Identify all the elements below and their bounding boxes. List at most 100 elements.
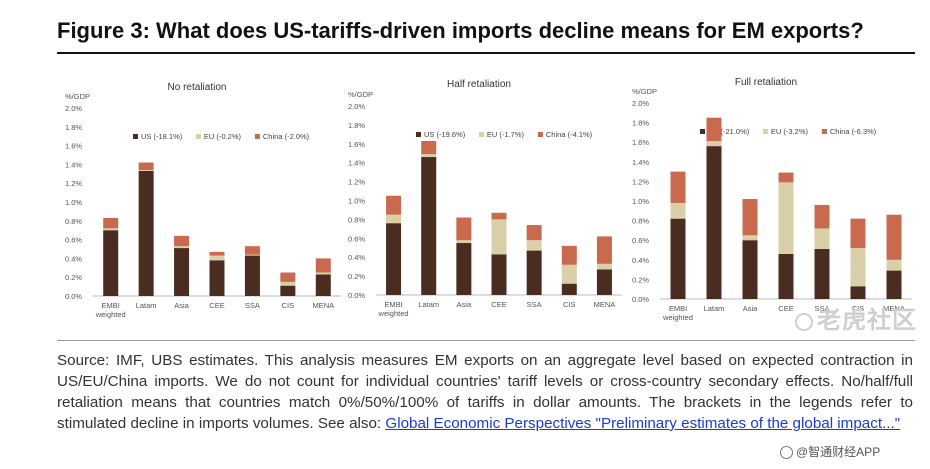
- legend-entry: US (-19.6%): [424, 130, 466, 139]
- bar-segment: [138, 162, 154, 171]
- y-tick-label: 0.2%: [65, 273, 82, 282]
- y-tick-label: 0.6%: [632, 236, 649, 245]
- x-tick-label: weighted: [378, 309, 409, 318]
- y-tick-label: 1.4%: [632, 158, 649, 167]
- bar-segment: [280, 281, 296, 286]
- y-tick-label: 1.0%: [632, 197, 649, 206]
- legend-swatch: [762, 129, 768, 134]
- bar-segment: [174, 246, 190, 249]
- bar-segment: [244, 246, 260, 255]
- y-tick-label: 1.6%: [65, 142, 82, 151]
- y-tick-label: 1.6%: [348, 140, 365, 149]
- x-tick-label: Asia: [743, 304, 758, 313]
- y-tick-label: 1.4%: [348, 159, 365, 168]
- y-tick-label: 2.0%: [632, 99, 649, 108]
- source-text: Source: IMF, UBS estimates. This analysi…: [57, 352, 913, 432]
- bar-segment: [421, 154, 437, 158]
- bar-segment: [561, 245, 577, 265]
- x-tick-label: CIS: [282, 301, 295, 310]
- bar-segment: [596, 269, 612, 295]
- bar-segment: [886, 270, 902, 299]
- legend-entry: EU (-3.2%): [771, 127, 809, 136]
- legend-swatch: [478, 132, 484, 137]
- y-tick-label: 2.0%: [65, 104, 82, 113]
- bar-segment: [103, 217, 119, 229]
- y-tick-label: 1.0%: [348, 197, 365, 206]
- y-tick-label: 1.2%: [348, 178, 365, 187]
- x-tick-label: CEE: [491, 300, 506, 309]
- bar-segment: [850, 248, 866, 287]
- bar-segment: [244, 255, 260, 296]
- bar-segment: [491, 212, 507, 220]
- bar-segment: [209, 260, 225, 296]
- bar-segment: [742, 235, 758, 241]
- x-tick-label: EMBI: [384, 300, 402, 309]
- y-tick-label: 0.4%: [632, 256, 649, 265]
- bar-segment: [103, 230, 119, 296]
- y-tick-label: 0.8%: [348, 215, 365, 224]
- x-tick-label: Latam: [136, 301, 157, 310]
- bar-segment: [280, 272, 296, 282]
- bar-segment: [491, 219, 507, 255]
- bar-segment: [778, 253, 794, 299]
- bar-segment: [886, 259, 902, 271]
- legend-entry: China (-6.3%): [830, 127, 877, 136]
- bar-segment: [850, 286, 866, 299]
- y-axis-label: %/GDP: [632, 87, 657, 96]
- bar-segment: [706, 141, 722, 147]
- bar-segment: [778, 172, 794, 183]
- y-tick-label: 0.0%: [348, 291, 365, 300]
- x-tick-label: MENA: [312, 301, 334, 310]
- x-tick-label: SSA: [245, 301, 260, 310]
- y-tick-label: 0.0%: [65, 292, 82, 301]
- panel-title: No retaliation: [168, 82, 227, 93]
- legend-entry: China (-4.1%): [546, 130, 593, 139]
- bar-segment: [814, 249, 830, 299]
- bar-segment: [315, 272, 331, 275]
- x-tick-label: MENA: [594, 300, 616, 309]
- watermark-secondary-icon: [780, 446, 793, 460]
- x-tick-label: CIS: [852, 304, 865, 313]
- x-tick-label: weighted: [95, 310, 126, 319]
- y-tick-label: 0.0%: [632, 295, 649, 304]
- x-tick-label: Latam: [418, 300, 439, 309]
- y-tick-label: 1.8%: [632, 119, 649, 128]
- bar-segment: [742, 240, 758, 299]
- bar-segment: [280, 285, 296, 296]
- bar-segment: [706, 117, 722, 142]
- y-tick-label: 0.6%: [65, 236, 82, 245]
- bar-segment: [491, 254, 507, 295]
- x-tick-label: SSA: [814, 304, 829, 313]
- y-tick-label: 0.2%: [632, 275, 649, 284]
- legend-swatch: [700, 129, 705, 134]
- y-tick-label: 0.6%: [348, 234, 365, 243]
- bar-segment: [386, 223, 402, 295]
- panel-title: Full retaliation: [735, 77, 797, 88]
- bar-segment: [174, 248, 190, 296]
- y-tick-label: 0.2%: [348, 272, 365, 281]
- y-tick-label: 1.2%: [632, 177, 649, 186]
- bar-segment: [850, 218, 866, 249]
- source-note: Source: IMF, UBS estimates. This analysi…: [57, 350, 913, 434]
- x-tick-label: CEE: [778, 304, 793, 313]
- y-tick-label: 1.4%: [65, 160, 82, 169]
- legend-swatch: [537, 132, 543, 137]
- bar-segment: [138, 170, 154, 296]
- y-tick-label: 1.8%: [65, 123, 82, 132]
- x-tick-label: weighted: [662, 313, 693, 322]
- bar-segment: [526, 250, 542, 295]
- y-tick-label: 1.8%: [348, 121, 365, 130]
- bar-segment: [456, 217, 472, 241]
- x-tick-label: Asia: [174, 301, 189, 310]
- legend-swatch: [416, 132, 421, 137]
- charts-area: %/GDP No retaliation 0.0% 0.2% 0.4% 0.6% 0.8% 1…: [65, 77, 912, 322]
- bar-segment: [456, 240, 472, 244]
- bar-segment: [814, 228, 830, 250]
- y-tick-label: 2.0%: [348, 102, 365, 111]
- legend-entry: US (-21.0%): [708, 127, 750, 136]
- x-tick-label: EMBI: [669, 304, 687, 313]
- bar-segment: [244, 254, 260, 256]
- bar-segment: [596, 263, 612, 270]
- bar-segment: [596, 236, 612, 264]
- source-link[interactable]: Global Economic Perspectives "Preliminar…: [385, 415, 901, 432]
